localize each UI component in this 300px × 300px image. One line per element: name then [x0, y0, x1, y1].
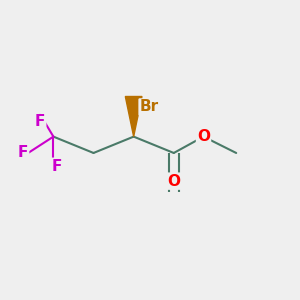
Text: F: F — [35, 114, 45, 129]
Polygon shape — [125, 97, 142, 136]
Text: F: F — [51, 159, 62, 174]
Text: O: O — [197, 129, 210, 144]
Text: F: F — [18, 146, 28, 160]
Text: Br: Br — [140, 100, 159, 115]
Text: O: O — [167, 174, 180, 189]
